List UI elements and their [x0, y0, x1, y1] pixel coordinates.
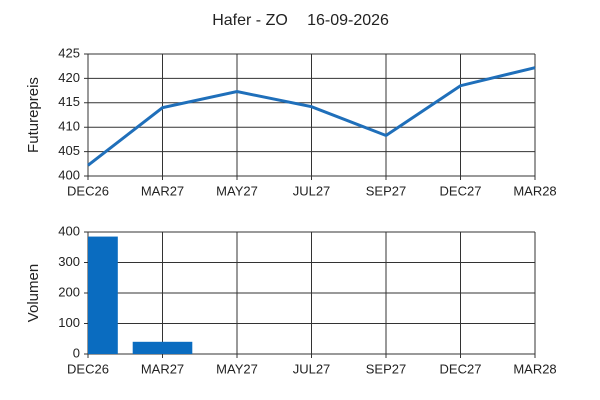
- x-tick-label: MAR27: [141, 183, 184, 198]
- x-tick-label: DEC27: [440, 361, 482, 376]
- x-tick-label: MAY27: [216, 183, 258, 198]
- y-tick-label: 200: [58, 284, 80, 299]
- y-axis-label: Volumen: [25, 264, 42, 322]
- chart-subtitle: 16-09-2026: [307, 12, 389, 29]
- bar: [88, 236, 118, 354]
- x-tick-label: MAR28: [513, 183, 556, 198]
- y-tick-label: 0: [73, 345, 80, 360]
- y-tick-label: 400: [58, 223, 80, 238]
- y-tick-label: 415: [58, 94, 80, 109]
- y-tick-label: 100: [58, 315, 80, 330]
- x-tick-label: DEC26: [67, 361, 109, 376]
- chart-title: Hafer - ZO: [212, 12, 288, 29]
- x-tick-label: MAY27: [216, 361, 258, 376]
- y-tick-label: 400: [58, 167, 80, 182]
- y-tick-label: 300: [58, 254, 80, 269]
- y-axis-label: Futurepreis: [25, 77, 42, 153]
- bar: [132, 341, 193, 354]
- x-tick-label: JUL27: [293, 361, 331, 376]
- line: [87, 66, 536, 167]
- y-tick-label: 420: [58, 70, 80, 85]
- y-tick-label: 425: [58, 45, 80, 60]
- x-tick-label: JUL27: [293, 183, 331, 198]
- x-tick-label: MAR27: [141, 361, 184, 376]
- x-tick-label: SEP27: [366, 361, 406, 376]
- x-tick-label: MAR28: [513, 361, 556, 376]
- x-tick-label: SEP27: [366, 183, 406, 198]
- y-tick-label: 405: [58, 143, 80, 158]
- x-tick-label: DEC27: [440, 183, 482, 198]
- x-tick-label: DEC26: [67, 183, 109, 198]
- y-tick-label: 410: [58, 119, 80, 134]
